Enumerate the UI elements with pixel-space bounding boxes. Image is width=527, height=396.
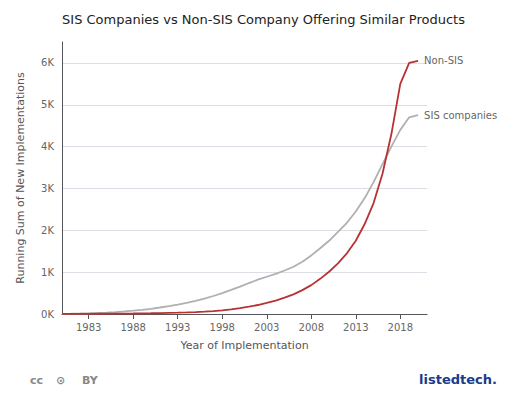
svg-text:Year of Implementation: Year of Implementation xyxy=(179,339,308,352)
svg-text:cc: cc xyxy=(30,374,43,387)
svg-text:2008: 2008 xyxy=(299,322,324,333)
svg-text:Running Sum of New Implementat: Running Sum of New Implementations xyxy=(14,72,27,284)
svg-text:2003: 2003 xyxy=(254,322,279,333)
svg-text:4K: 4K xyxy=(41,141,54,152)
svg-text:BY: BY xyxy=(82,374,99,387)
svg-text:SIS companies: SIS companies xyxy=(424,110,497,121)
svg-text:6K: 6K xyxy=(41,57,54,68)
svg-text:1983: 1983 xyxy=(76,322,101,333)
svg-text:2013: 2013 xyxy=(343,322,368,333)
svg-text:2K: 2K xyxy=(41,225,54,236)
svg-text:1993: 1993 xyxy=(165,322,190,333)
svg-text:3K: 3K xyxy=(41,183,54,194)
svg-text:⊙: ⊙ xyxy=(56,374,65,387)
svg-text:2018: 2018 xyxy=(388,322,413,333)
svg-text:listedtech.: listedtech. xyxy=(419,372,497,387)
svg-text:1998: 1998 xyxy=(210,322,235,333)
svg-text:0K: 0K xyxy=(41,309,54,320)
svg-text:SIS Companies vs Non-SIS Compa: SIS Companies vs Non-SIS Company Offerin… xyxy=(62,12,465,27)
svg-text:1K: 1K xyxy=(41,267,54,278)
svg-text:5K: 5K xyxy=(41,99,54,110)
svg-text:Non-SIS: Non-SIS xyxy=(424,55,463,66)
svg-text:1988: 1988 xyxy=(120,322,145,333)
